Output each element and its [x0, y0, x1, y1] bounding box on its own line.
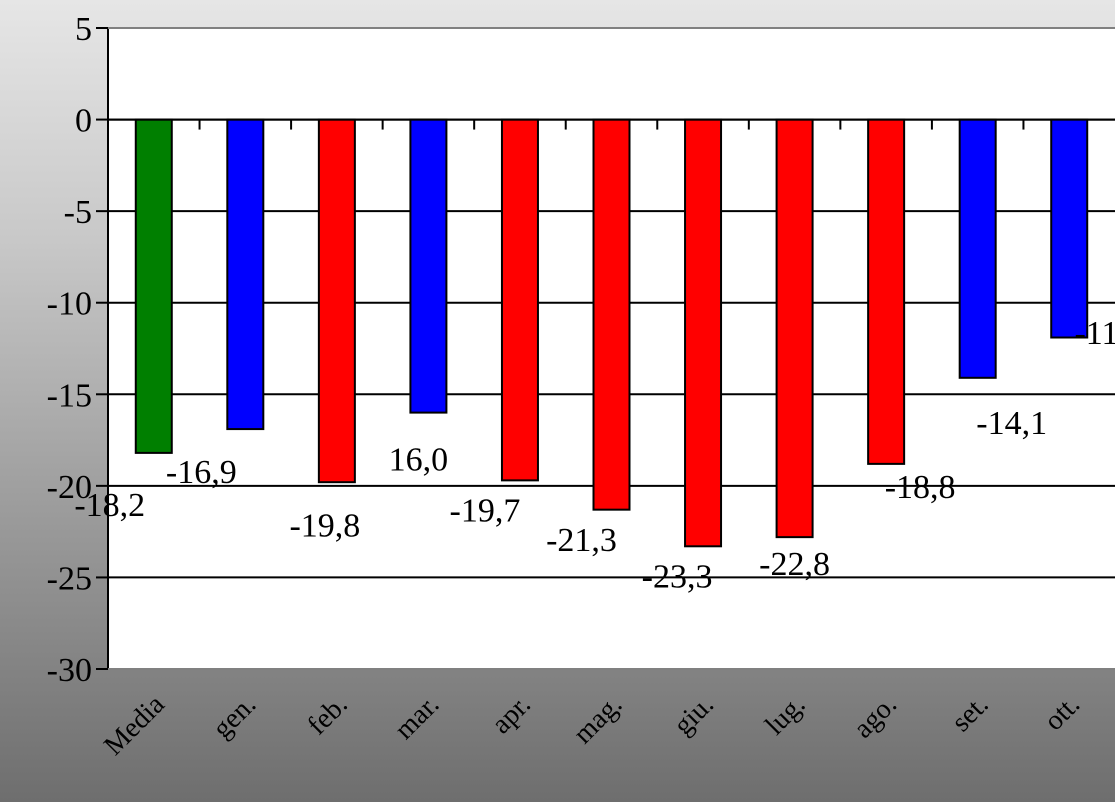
y-tick-label: 0 — [75, 103, 92, 140]
bar-apr — [500, 118, 539, 482]
data-label: -18,2 — [74, 487, 145, 524]
data-label: -19,8 — [289, 507, 360, 544]
y-tick-label: -10 — [47, 286, 92, 323]
x-tick-label: ott. — [1038, 689, 1086, 737]
bar-ott — [1050, 118, 1089, 339]
x-tick-label: set. — [946, 689, 995, 738]
bar-giu — [684, 118, 723, 548]
data-label: -11,9 — [1074, 315, 1115, 352]
x-tick-label: mar. — [389, 689, 446, 746]
y-tick-label: -25 — [47, 560, 92, 597]
bars — [134, 118, 1089, 548]
x-tick-label: giu. — [668, 689, 720, 741]
bar-lug — [775, 118, 814, 539]
data-label: -14,1 — [976, 405, 1047, 442]
y-tick-label: 5 — [75, 11, 92, 48]
bar-mag — [592, 118, 631, 511]
y-tick-label: -20 — [47, 469, 92, 506]
x-tick-label: lug. — [759, 689, 811, 741]
axes — [96, 27, 1115, 670]
x-tick-labels: Media gen. feb. mar. apr. mag. giu. lug. ago. set… — [98, 689, 1086, 762]
bar-feb — [317, 118, 356, 484]
x-tick-label: feb. — [302, 689, 354, 741]
bar-set — [958, 118, 997, 379]
y-tick-labels: 5 0 -5 -10 -15 -20 -25 -30 — [47, 11, 92, 689]
data-labels: -18,2 -16,9 -19,8 16,0-19,7 -21,3 -23,3 -22,8 -… — [74, 315, 1115, 596]
bar-media — [134, 118, 173, 454]
x-tick-label: ago. — [848, 689, 903, 744]
y-tick-label: -5 — [64, 194, 92, 231]
bar-ago — [867, 118, 906, 465]
bar-gen — [226, 118, 265, 431]
y-tick-label: -30 — [47, 652, 92, 689]
x-tick-label: apr. — [486, 689, 537, 740]
x-tick-label: mag. — [567, 689, 628, 750]
x-tick-label: gen. — [207, 689, 262, 744]
data-label: -18,8 — [885, 469, 956, 506]
data-label: -23,3 — [642, 559, 713, 596]
data-label: -21,3 — [546, 522, 617, 559]
data-label: -16,9 — [166, 454, 237, 491]
y-tick-label: -15 — [47, 377, 92, 414]
data-label: -22,8 — [759, 546, 830, 583]
x-tick-label: Media — [98, 689, 171, 762]
data-label: 16,0 — [389, 441, 449, 478]
bar-mar — [409, 118, 448, 414]
data-label: -19,7 — [450, 493, 521, 530]
